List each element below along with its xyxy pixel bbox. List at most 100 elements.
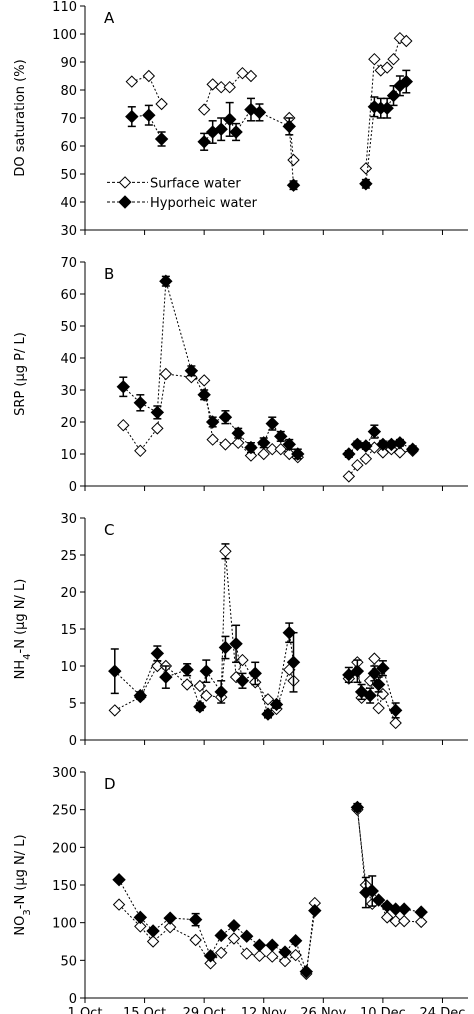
data-point [206,433,219,446]
y-tick-label: 15 [60,623,77,638]
series-hyporheic [125,69,414,192]
data-point [184,364,199,378]
x-tick-label: 29 Oct [183,1006,226,1014]
data-point [252,105,267,120]
legend: Surface water Hyporheic water [107,176,258,211]
y-tick-label: 0 [69,992,77,1007]
data-point [278,945,292,959]
data-point [359,162,373,175]
data-point [261,693,275,706]
data-point [248,666,262,681]
y-tick-label: 0 [69,734,77,749]
data-point [308,903,322,918]
data-point [218,410,233,424]
panel-letter: C [104,521,114,539]
x-tick-label: 26 Nov [300,1006,346,1014]
data-point [146,924,160,938]
data-point [266,950,279,963]
data-point [367,666,382,681]
panel-letter: A [104,9,115,27]
data-point [371,677,386,692]
panel-d: 0 50 100 150 200 250 300 1 Oct 15 Oct 29 Oct 12 No… [13,766,468,1014]
data-point [236,66,249,80]
y-tick-label: 300 [52,766,77,781]
data-point [229,125,243,139]
y-tick-label: 5 [69,697,77,712]
data-point [197,103,211,116]
y-axis-label: NH4-N (µg N/ L) [13,579,33,680]
data-point [214,80,228,94]
series-line [288,117,294,161]
x-tick-label: 24 Dec [420,1006,466,1014]
data-point [350,437,365,452]
data-point [282,119,296,134]
legend-marker-surface [118,176,132,189]
data-point [389,914,402,928]
data-point [380,61,394,74]
series-line [203,72,252,110]
data-point [393,436,407,450]
series-line [118,879,316,972]
data-point [368,652,381,665]
data-point [188,912,203,927]
data-point [219,545,232,558]
data-point [289,948,302,962]
data-point [134,444,147,458]
data-point [393,446,407,459]
data-point [133,688,148,703]
data-point [240,929,254,943]
data-point [274,442,287,456]
series-surface [125,31,413,175]
series-surface [108,543,402,730]
data-point [116,380,131,394]
data-point [223,80,236,94]
panel-b: 0 10 20 30 40 50 60 70 B SRP (µg P/ L) [13,256,468,495]
data-point [363,688,377,703]
data-point [189,933,202,947]
data-point [244,69,258,83]
data-point [400,34,413,48]
data-point [117,418,130,432]
data-point [227,918,241,933]
panel-a: 30 40 50 60 70 80 90 100 110 A DO saturation (%) Su… [13,0,468,239]
y-tick-label: 70 [60,112,77,127]
y-tick-label: 50 [60,954,77,969]
x-tick-label: 10 Dec [360,1006,406,1014]
panel-letter: D [104,775,116,793]
data-point [229,637,243,651]
data-point [359,439,373,453]
data-point [197,388,211,402]
data-point [380,911,394,924]
data-point [342,470,356,483]
data-point [142,69,156,83]
data-point [108,704,121,717]
x-tick-label: 12 Nov [241,1006,287,1014]
data-point [150,405,165,420]
data-point [282,437,296,452]
data-point [278,954,292,968]
data-point [214,946,228,960]
data-point [193,699,207,714]
data-point [218,640,233,655]
data-point [368,52,381,66]
data-point [159,274,173,288]
data-point [367,424,382,439]
y-tick-label: 30 [60,384,77,399]
y-tick-label: 50 [60,320,77,335]
data-point [222,112,237,127]
data-point [291,447,305,461]
data-point [200,689,213,702]
y-axis-label: DO saturation (%) [13,59,28,176]
data-point [288,934,303,948]
data-point [388,703,403,718]
data-point [112,898,126,911]
legend-label: Surface water [150,176,241,191]
data-point [265,416,279,431]
y-tick-label: 10 [60,660,77,675]
y-tick-label: 50 [60,168,77,183]
series-hyporheic [116,274,420,461]
data-point [134,920,147,933]
data-point [219,438,232,451]
y-tick-label: 20 [60,586,77,601]
